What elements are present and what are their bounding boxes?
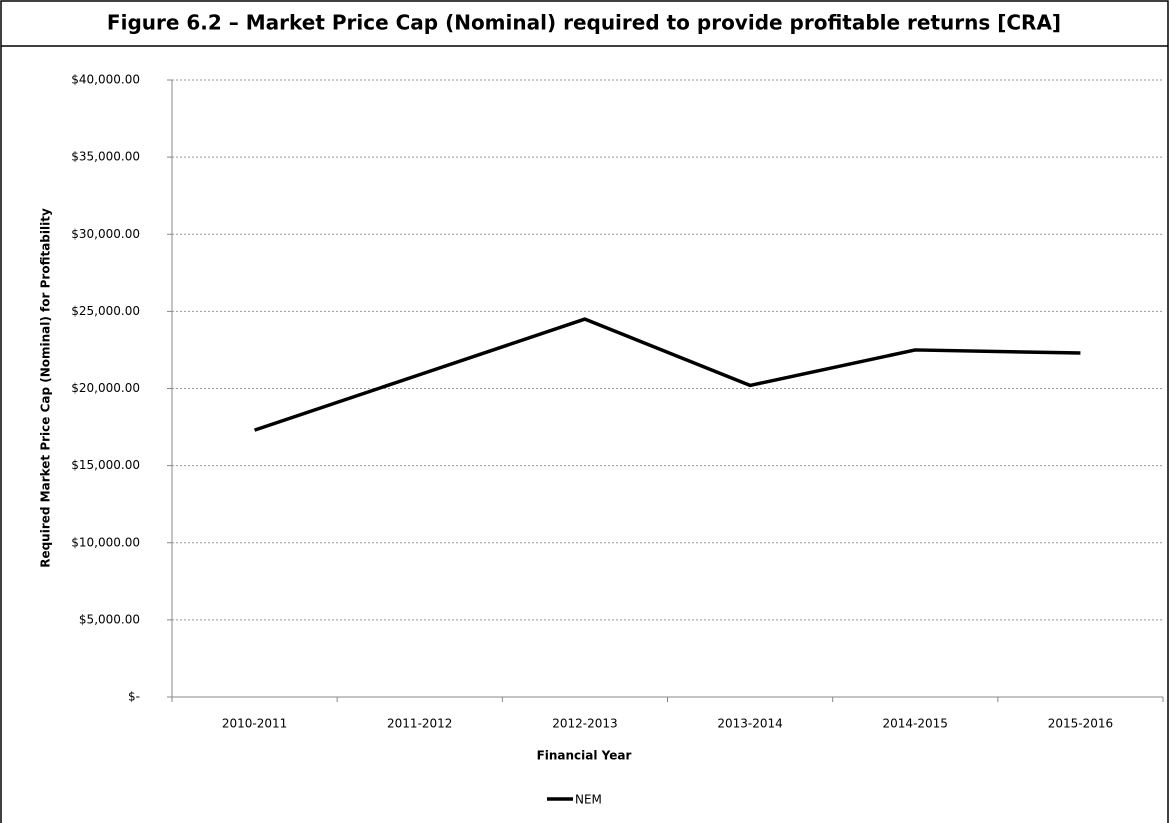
x-tick-label: 2010-2011 [222,717,287,731]
x-tick-label: 2014-2015 [883,717,948,731]
y-tick-label: $10,000.00 [71,535,140,549]
x-tick-label: 2015-2016 [1048,717,1113,731]
y-tick-label: $- [128,690,140,704]
y-tick-label: $30,000.00 [71,227,140,241]
data-line [254,317,1081,432]
y-tick-label: $15,000.00 [71,458,140,472]
y-tick-label: $40,000.00 [71,73,140,87]
x-axis-title: Financial Year [537,749,632,763]
y-tick-label: $20,000.00 [71,381,140,395]
y-axis-title: Required Market Price Cap (Nominal) for … [39,208,53,568]
y-tick-label: $35,000.00 [71,150,140,164]
y-tick-label: $25,000.00 [71,304,140,318]
chart-title: Figure 6.2 – Market Price Cap (Nominal) … [107,11,1061,35]
x-tick-label: 2011-2012 [387,717,452,731]
y-tick-label: $5,000.00 [79,612,140,626]
x-tick-label: 2012-2013 [552,717,617,731]
legend-label: NEM [575,793,602,807]
x-tick-label: 2013-2014 [717,717,782,731]
